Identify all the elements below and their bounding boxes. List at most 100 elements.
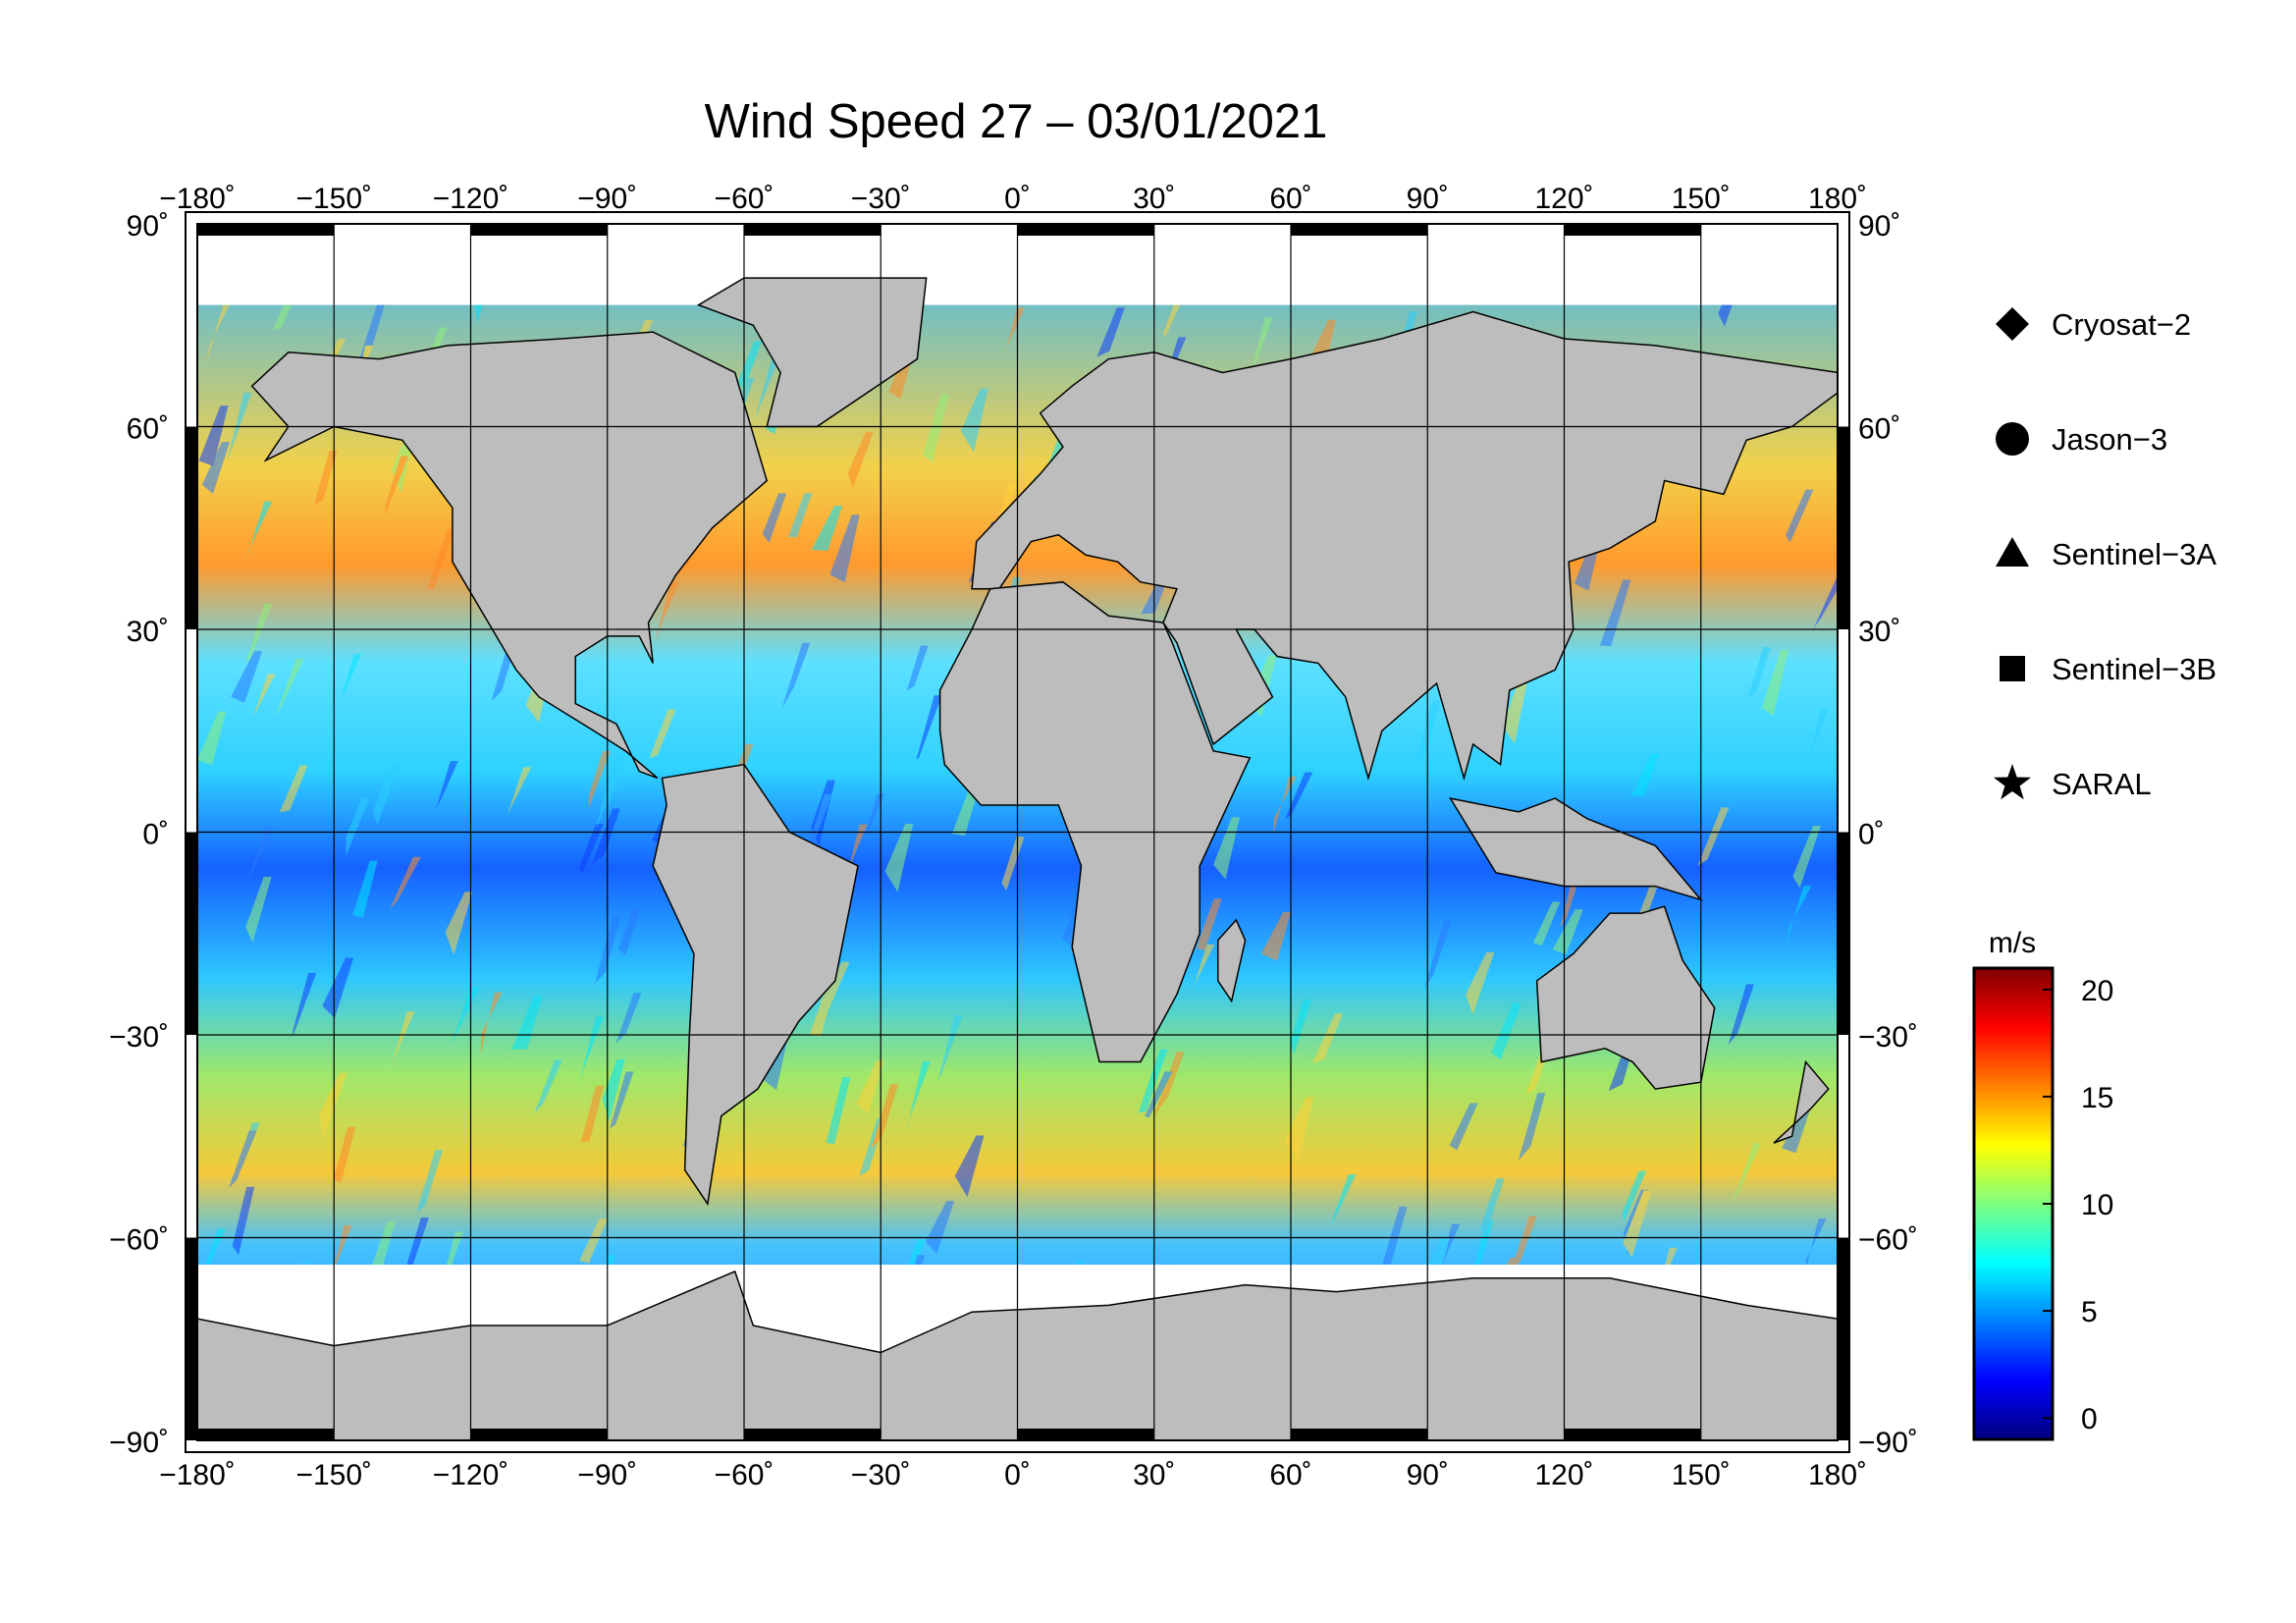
track-segment xyxy=(826,1076,851,1144)
frame-bar-right xyxy=(1838,832,1849,1035)
track-segment xyxy=(534,1059,562,1114)
lon-tick-label-top: −150˚ xyxy=(295,183,372,215)
track-segment xyxy=(1449,1103,1478,1151)
track-segment xyxy=(1490,1002,1522,1060)
track-segment xyxy=(1697,807,1730,866)
track-segment xyxy=(1805,708,1829,774)
frame-bar-top xyxy=(744,224,881,236)
lon-tick-label-bottom: 90˚ xyxy=(1407,1459,1449,1491)
frame-bar-bottom xyxy=(470,1429,608,1440)
track-segment xyxy=(1479,1178,1505,1236)
track-segment xyxy=(1196,898,1222,951)
lon-tick-label-top: −60˚ xyxy=(715,183,774,215)
track-segment xyxy=(592,808,620,864)
track-segment xyxy=(372,765,400,826)
track-segment xyxy=(1813,577,1838,629)
frame-bar-left xyxy=(186,832,197,1035)
track-segment xyxy=(1728,984,1754,1046)
legend-item-label: Jason−3 xyxy=(2052,422,2167,457)
wind-speed-colorbar: m/s 0 5 10 15 20 xyxy=(1972,927,2113,1441)
track-segment xyxy=(649,709,676,758)
lon-tick-label-bottom: −60˚ xyxy=(715,1459,774,1491)
track-segment xyxy=(847,431,874,489)
lat-tick-label-left: 90˚ xyxy=(127,210,169,243)
frame-bar-left xyxy=(186,1237,197,1440)
track-segment xyxy=(1532,901,1561,947)
lon-tick-label-bottom: −120˚ xyxy=(433,1459,509,1491)
track-segment xyxy=(346,797,370,856)
track-segment xyxy=(507,767,532,815)
australia-landmass xyxy=(1535,905,1716,1090)
track-segment xyxy=(1424,920,1453,988)
new-zealand-landmass xyxy=(1773,1059,1830,1144)
north-america-landmass xyxy=(250,331,769,780)
track-segment xyxy=(604,753,627,812)
lon-tick-label-bottom: 30˚ xyxy=(1133,1459,1175,1491)
lon-tick-label-top: 30˚ xyxy=(1133,183,1175,215)
lon-tick-label-bottom: 60˚ xyxy=(1269,1459,1311,1491)
legend-item: Jason−3 xyxy=(1996,422,2167,457)
track-segment xyxy=(333,1126,356,1184)
frame-bar-bottom xyxy=(744,1429,881,1440)
map-frame: −180˚ −180˚ −150˚ −150˚ −120˚ −120˚ −90˚ −90˚ −6… xyxy=(109,183,1918,1491)
track-segment xyxy=(829,514,860,583)
track-segment xyxy=(578,824,604,874)
track-segment xyxy=(1330,1174,1357,1225)
track-segment xyxy=(580,1085,605,1143)
frame-bar-top xyxy=(1017,224,1154,236)
track-segment xyxy=(1746,647,1772,700)
lon-tick-label-top: −180˚ xyxy=(159,183,236,215)
lon-tick-label-bottom: 120˚ xyxy=(1534,1459,1593,1491)
lat-tick-label-left: −30˚ xyxy=(109,1021,169,1054)
frame-bar-bottom xyxy=(1017,1429,1154,1440)
frame-bar-left xyxy=(186,426,197,629)
track-segment xyxy=(385,456,409,515)
track-segment xyxy=(1138,1049,1168,1113)
map-outer-outline xyxy=(185,211,1850,1453)
colorbar-unit-label: m/s xyxy=(1989,927,2036,959)
map-gridlines xyxy=(197,224,1838,1440)
track-segment xyxy=(1761,649,1789,717)
colorbar-tick-label: 5 xyxy=(2081,1296,2098,1328)
lat-tick-label-right: −30˚ xyxy=(1858,1021,1918,1054)
track-segment xyxy=(788,493,813,538)
track-segment xyxy=(510,996,543,1050)
frame-bar-bottom xyxy=(1291,1429,1428,1440)
lat-tick-label-left: 30˚ xyxy=(127,616,169,648)
track-segment xyxy=(1213,817,1240,880)
track-segment xyxy=(436,761,458,809)
colorbar-tick-label: 20 xyxy=(2081,975,2113,1007)
track-segment xyxy=(313,451,338,506)
track-segment xyxy=(1518,1093,1546,1161)
lat-tick-label-right: 60˚ xyxy=(1858,413,1900,446)
lat-tick-label-right: −90˚ xyxy=(1858,1427,1918,1459)
track-segment xyxy=(1508,1216,1537,1277)
lat-tick-label-left: 60˚ xyxy=(127,413,169,446)
track-segment xyxy=(579,1218,608,1264)
lon-tick-label-bottom: 0˚ xyxy=(1004,1459,1031,1491)
track-segment xyxy=(1001,837,1025,892)
legend-item: SARAL xyxy=(1994,764,2152,801)
legend-item-label: Sentinel−3B xyxy=(2052,652,2216,686)
lat-tick-label-right: 90˚ xyxy=(1858,210,1900,243)
legend-item: Sentinel−3B xyxy=(2000,652,2216,686)
track-segment xyxy=(401,1217,429,1279)
track-segment xyxy=(922,394,949,462)
track-segment xyxy=(588,750,611,808)
map-plot-area xyxy=(197,224,1838,1440)
track-segment xyxy=(871,1083,899,1150)
track-segment xyxy=(322,957,354,1019)
track-segment xyxy=(293,972,317,1037)
square-icon xyxy=(2000,656,2025,681)
track-segment xyxy=(275,659,304,718)
track-segment xyxy=(245,603,273,665)
legend-item-label: SARAL xyxy=(2052,767,2152,801)
lon-tick-label-bottom: −180˚ xyxy=(159,1459,236,1491)
track-segment xyxy=(1466,951,1495,1015)
frame-bar-bottom xyxy=(1564,1429,1701,1440)
lat-tick-label-left: 0˚ xyxy=(142,819,169,851)
track-segment xyxy=(1260,912,1292,961)
track-segment xyxy=(954,1135,985,1198)
track-segment xyxy=(427,528,455,590)
